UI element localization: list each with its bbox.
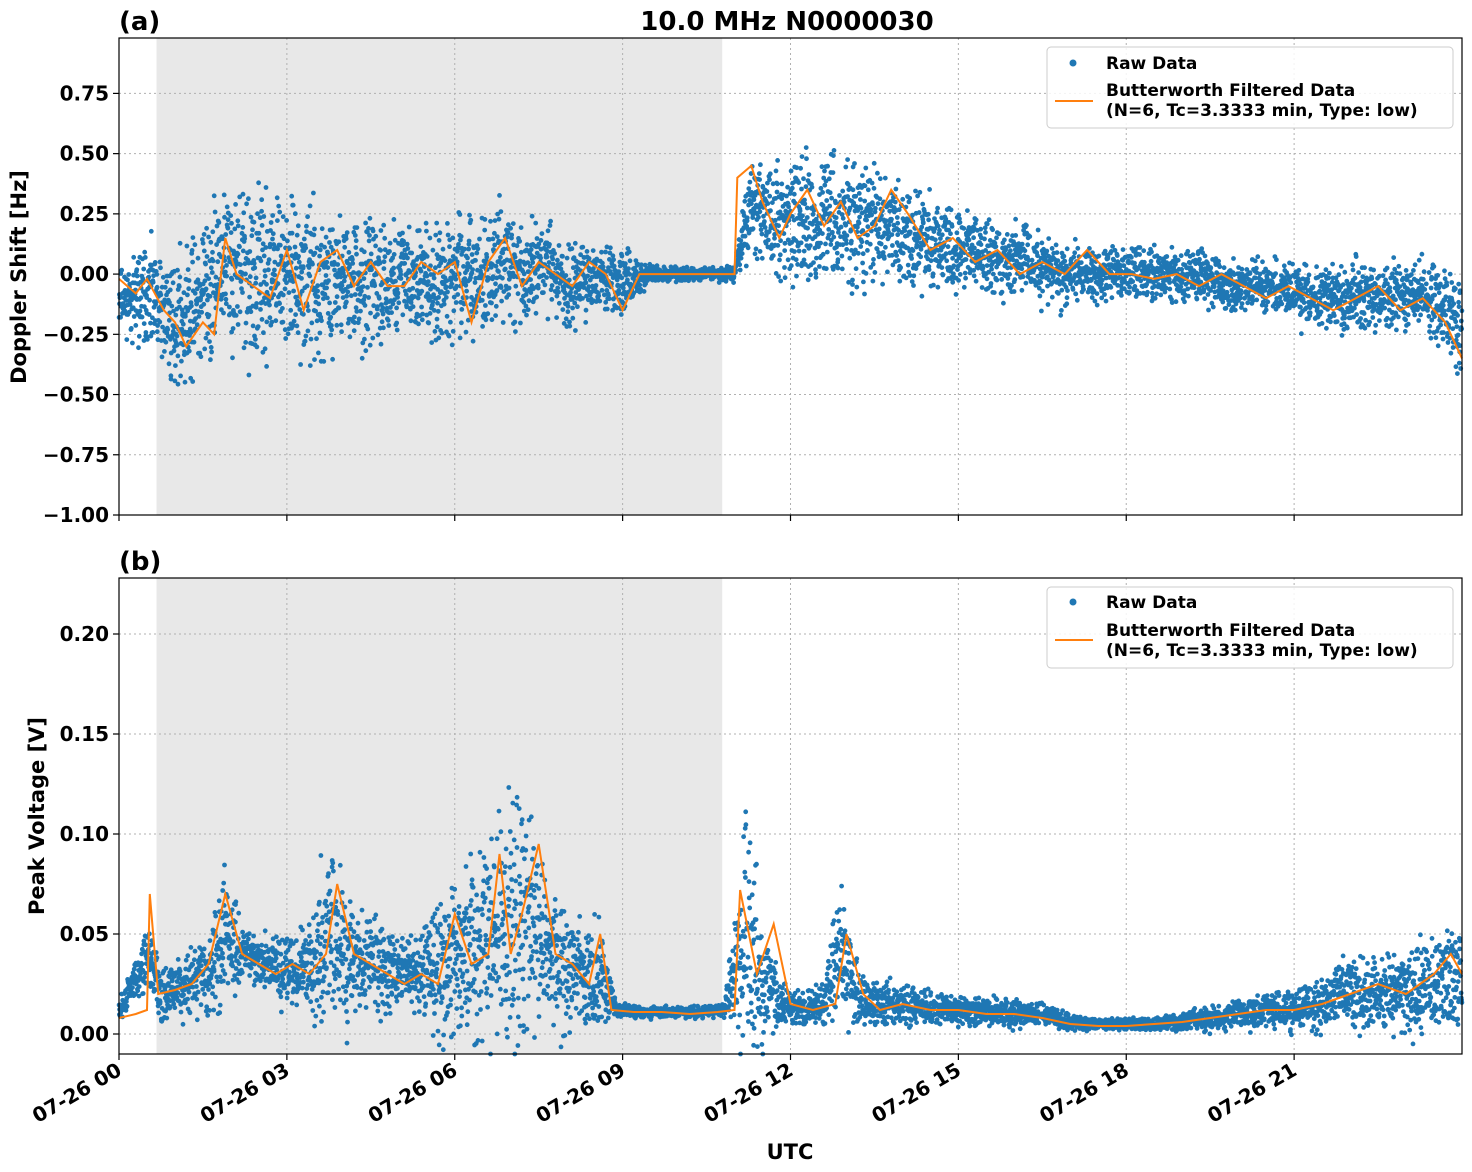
panel-b-filtered-line (118, 843, 1463, 1027)
x-axis-label: UTC (767, 1140, 814, 1164)
y-tick-label: 0.15 (60, 722, 109, 746)
legend-filtered-label-1: Butterworth Filtered Data (1106, 621, 1355, 641)
panel-a-ylabel: Doppler Shift [Hz] (7, 170, 31, 384)
y-tick-label: −0.25 (43, 322, 109, 346)
legend-raw-label: Raw Data (1106, 593, 1197, 613)
x-tick-label: 07-26 12 (699, 1058, 797, 1128)
raw-data-points (116, 145, 1465, 387)
panel-b-x-ticks: 07-26 00 07-26 03 07-26 06 07-26 09 07-26 12… (28, 1054, 1301, 1128)
y-tick-label: 0.05 (60, 922, 109, 946)
panel-b-ylabel: Peak Voltage [V] (25, 717, 49, 915)
x-tick-label: 07-26 21 (1203, 1058, 1301, 1128)
panel-a-y-ticks: −1.00 −0.75 −0.50 −0.25 0.00 0.25 0.50 0.75 (43, 81, 119, 527)
x-tick-label: 07-26 06 (364, 1058, 462, 1128)
y-tick-label: −0.75 (43, 443, 109, 467)
panel-a-label: (a) (119, 7, 160, 37)
x-tick-label: 07-26 00 (28, 1058, 126, 1128)
x-tick-label: 07-26 03 (196, 1058, 294, 1128)
panel-b-chart: 0.000.050.100.150.20 07-26 00 07-26 03 07-… (25, 547, 1465, 1128)
y-tick-label: 0.00 (60, 1022, 109, 1046)
panel-b-label: (b) (119, 547, 161, 577)
panel-a-raw-scatter (116, 145, 1465, 387)
panel-b-y-ticks: 0.00 0.05 0.10 0.15 0.20 (60, 622, 119, 1046)
legend-raw-marker (1069, 598, 1077, 606)
panel-a-filtered-line (118, 163, 1463, 359)
legend-filtered-label-1: Butterworth Filtered Data (1106, 81, 1355, 101)
legend-raw-label: Raw Data (1106, 54, 1197, 74)
legend-raw-marker (1069, 59, 1077, 67)
y-tick-label: 0.50 (60, 142, 109, 166)
y-tick-label: 0.20 (60, 622, 109, 646)
panel-a-legend: Raw Data Butterworth Filtered Data (N=6,… (1046, 46, 1454, 129)
y-tick-label: −1.00 (43, 503, 109, 527)
y-tick-label: 0.00 (60, 262, 109, 286)
panel-b-legend: Raw Data Butterworth Filtered Data (N=6,… (1046, 586, 1454, 669)
x-tick-label: 07-26 18 (1035, 1058, 1133, 1128)
y-tick-label: 0.25 (60, 202, 109, 226)
legend-box (1046, 46, 1454, 129)
y-tick-label: 0.10 (60, 822, 109, 846)
legend-filtered-label-2: (N=6, Tc=3.3333 min, Type: low) (1106, 101, 1418, 121)
panel-a-chart: −1.00 −0.75 −0.50 −0.25 0.00 0.25 0.50 0.75 (a)… (7, 7, 1465, 527)
y-tick-label: 0.75 (60, 81, 109, 105)
legend-filtered-label-2: (N=6, Tc=3.3333 min, Type: low) (1106, 641, 1418, 661)
panel-a-x-ticks (118, 515, 1295, 521)
y-tick-label: −0.50 (43, 383, 109, 407)
figure-title: 10.0 MHz N0000030 (640, 7, 933, 37)
x-tick-label: 07-26 15 (867, 1058, 965, 1128)
x-tick-label: 07-26 09 (532, 1058, 630, 1128)
legend-box (1046, 586, 1454, 669)
